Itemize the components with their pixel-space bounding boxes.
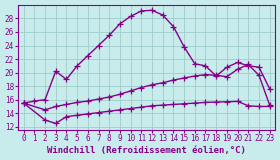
X-axis label: Windchill (Refroidissement éolien,°C): Windchill (Refroidissement éolien,°C) xyxy=(47,146,246,155)
